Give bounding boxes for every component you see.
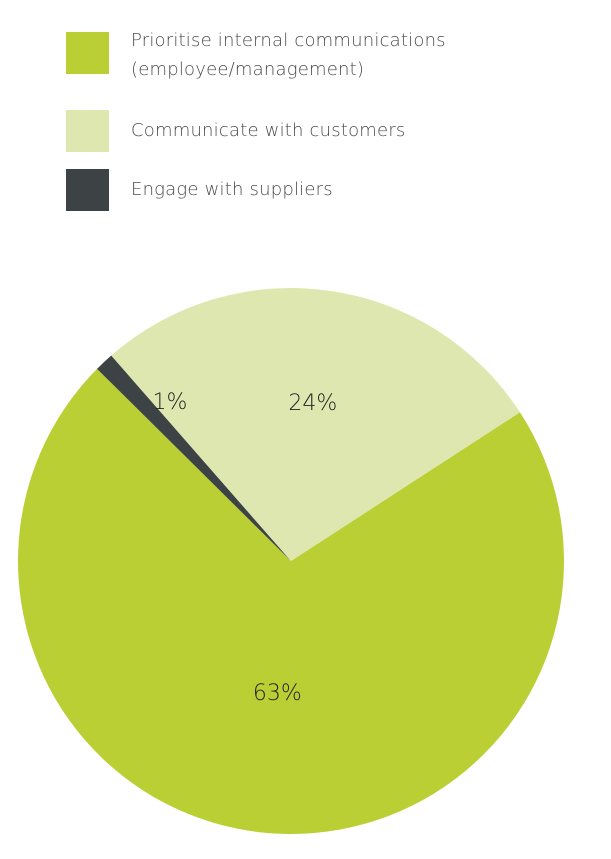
legend-item-internal-communications: Prioritise internal communications (empl… (66, 30, 491, 84)
legend-swatch-customers (66, 110, 109, 152)
pie-slice-label-2: 1% (153, 390, 188, 415)
legend-item-suppliers: Engage with suppliers (66, 169, 491, 211)
pie-slice-label-0: 63% (253, 681, 302, 706)
legend-item-customers: Communicate with customers (66, 110, 491, 152)
pie-slice-label-1: 24% (288, 391, 337, 416)
legend-label-suppliers: Engage with suppliers (131, 179, 333, 200)
legend-swatch-suppliers (66, 169, 109, 211)
legend-swatch-internal-communications (66, 32, 109, 74)
pie-slices (18, 287, 565, 834)
legend-label-customers: Communicate with customers (131, 120, 406, 141)
pie-slice-1 (111, 287, 520, 561)
chart-legend: Prioritise internal communications (empl… (0, 0, 611, 230)
pie-slice-2 (97, 355, 291, 561)
pie-slice-0 (18, 368, 565, 834)
legend-label-internal-communications: Prioritise internal communications (empl… (131, 30, 446, 80)
pie-labels: 63% 1% 24% (153, 390, 338, 706)
